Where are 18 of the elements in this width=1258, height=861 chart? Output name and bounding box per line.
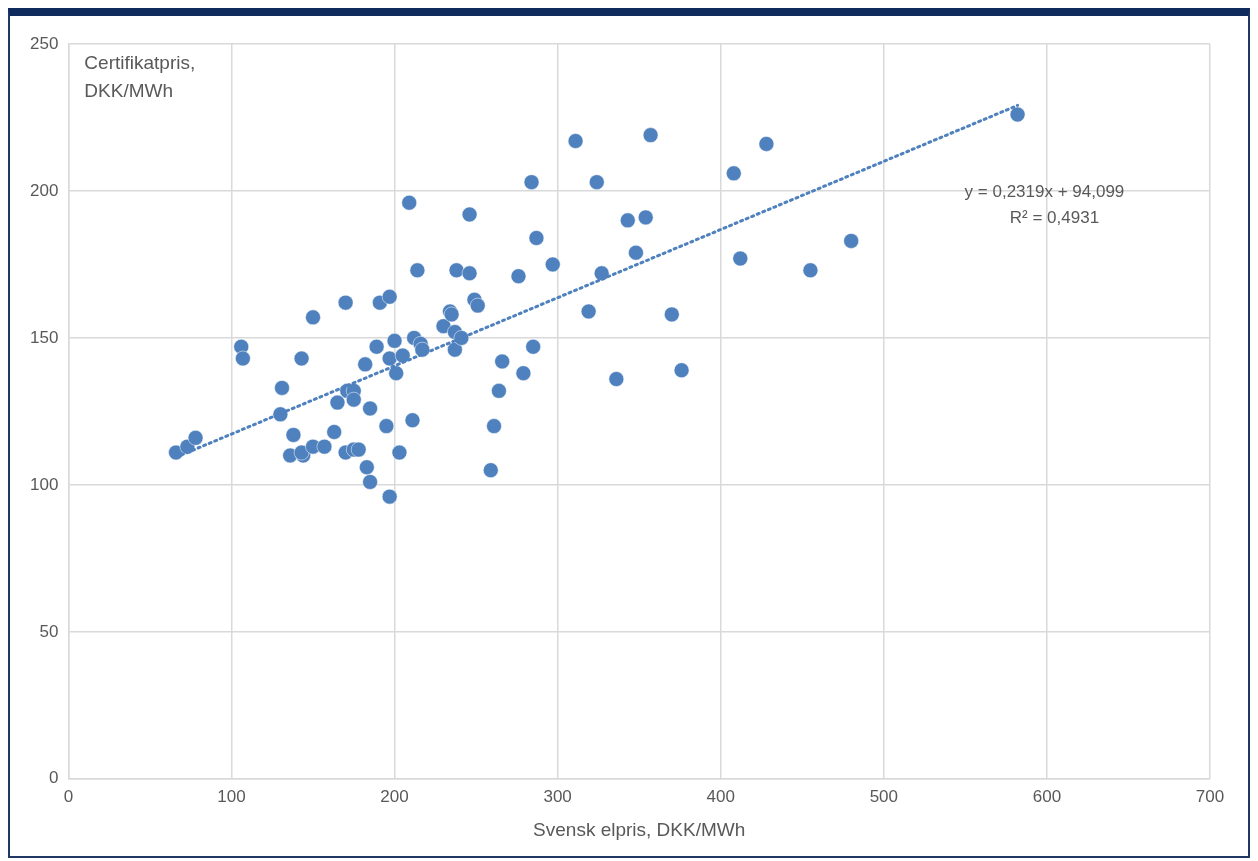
y-tick-label: 50 [39, 621, 59, 641]
y-tick-label: 250 [29, 33, 59, 53]
x-tick-label: 500 [869, 786, 899, 806]
x-tick-label: 600 [1032, 786, 1062, 806]
x-tick-label: 100 [217, 786, 246, 806]
y-axis-title: Certifikatpris, DKK/MWh [84, 51, 196, 101]
y-tick-label: 0 [48, 768, 59, 788]
x-tick-label: 200 [380, 786, 409, 806]
x-tick-label: 400 [706, 786, 735, 806]
annotation: y = 0,2319x + 94,099 [964, 182, 1125, 202]
y-tick-label: 150 [29, 327, 59, 347]
x-tick-label: 0 [63, 786, 74, 806]
annotation: R² = 0,4931 [1009, 208, 1100, 228]
y-tick-label: 200 [29, 180, 59, 200]
y-tick-label: 100 [29, 474, 59, 494]
x-axis-title: Svensk elpris, DKK/MWh [533, 818, 746, 840]
x-tick-label: 700 [1195, 786, 1225, 806]
x-tick-label: 300 [543, 786, 572, 806]
